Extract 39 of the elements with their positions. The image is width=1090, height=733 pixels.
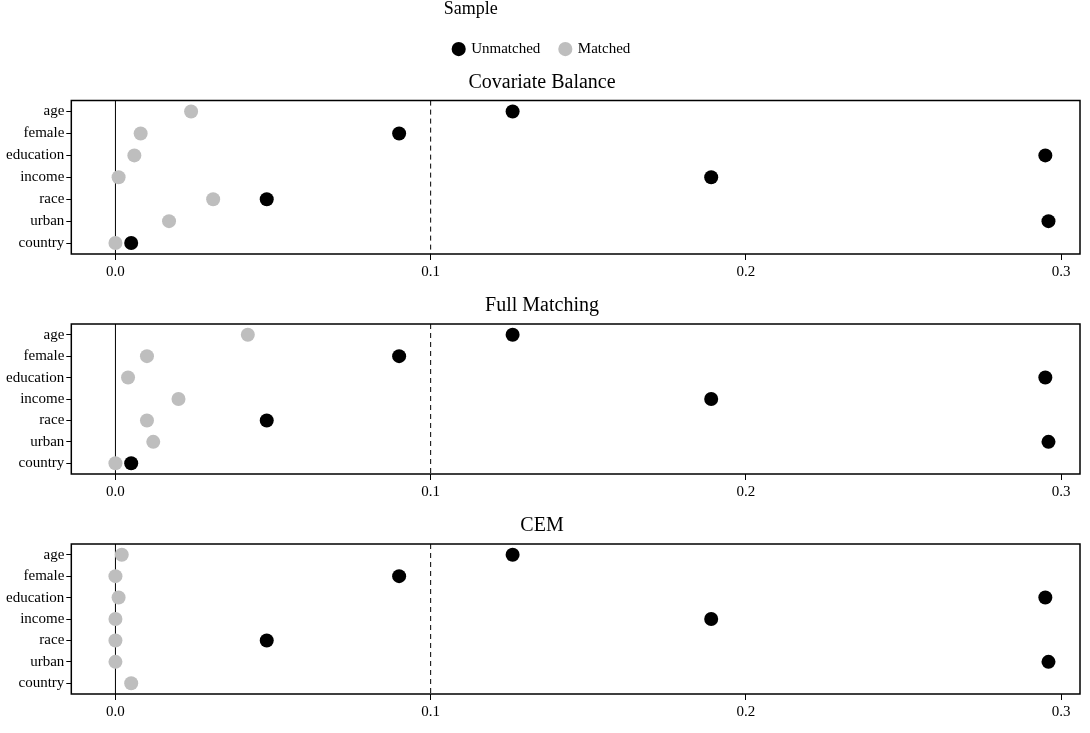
y-tick-label: education — [6, 588, 65, 605]
y-tick-label: country — [18, 454, 65, 471]
y-tick-label: urban — [30, 212, 65, 229]
y-tick-label: country — [18, 233, 65, 250]
y-tick-label: race — [39, 190, 65, 207]
y-tick-label: age — [43, 325, 65, 342]
legend-label: Unmatched — [471, 40, 541, 57]
x-tick-label: 0.2 — [736, 702, 756, 719]
y-tick-label: urban — [30, 432, 65, 449]
y-tick-label: country — [18, 674, 65, 691]
x-tick-label: 0.1 — [421, 262, 441, 279]
y-tick-label: female — [23, 347, 65, 364]
y-tick-label: income — [20, 609, 65, 626]
y-tick-label: income — [20, 168, 65, 185]
x-tick-label: 0.1 — [421, 482, 441, 499]
y-tick-label: education — [6, 368, 65, 385]
y-tick-label: education — [6, 146, 65, 163]
x-tick-label: 0.3 — [1051, 262, 1071, 279]
y-tick-label: age — [43, 545, 65, 562]
y-tick-label: race — [39, 631, 65, 648]
legend-title: Sample — [443, 0, 498, 18]
x-tick-label: 0.0 — [106, 702, 125, 719]
y-tick-label: female — [23, 567, 65, 584]
x-tick-label: 0.0 — [106, 262, 125, 279]
x-tick-label: 0.3 — [1051, 482, 1071, 499]
y-tick-label: race — [39, 411, 65, 428]
x-tick-label: 0.2 — [736, 482, 756, 499]
y-tick-label: urban — [30, 652, 65, 669]
y-tick-label: female — [23, 124, 65, 141]
x-tick-label: 0.3 — [1051, 702, 1071, 719]
x-tick-label: 0.1 — [421, 702, 441, 719]
legend-label: Matched — [577, 40, 631, 57]
chart-title: CEM — [520, 513, 564, 536]
chart-title: Full Matching — [485, 293, 599, 317]
x-tick-label: 0.0 — [106, 482, 125, 499]
chart-title: Covariate Balance — [468, 69, 616, 92]
y-tick-label: income — [20, 389, 65, 406]
y-tick-label: age — [43, 102, 65, 119]
x-tick-label: 0.2 — [736, 262, 756, 279]
